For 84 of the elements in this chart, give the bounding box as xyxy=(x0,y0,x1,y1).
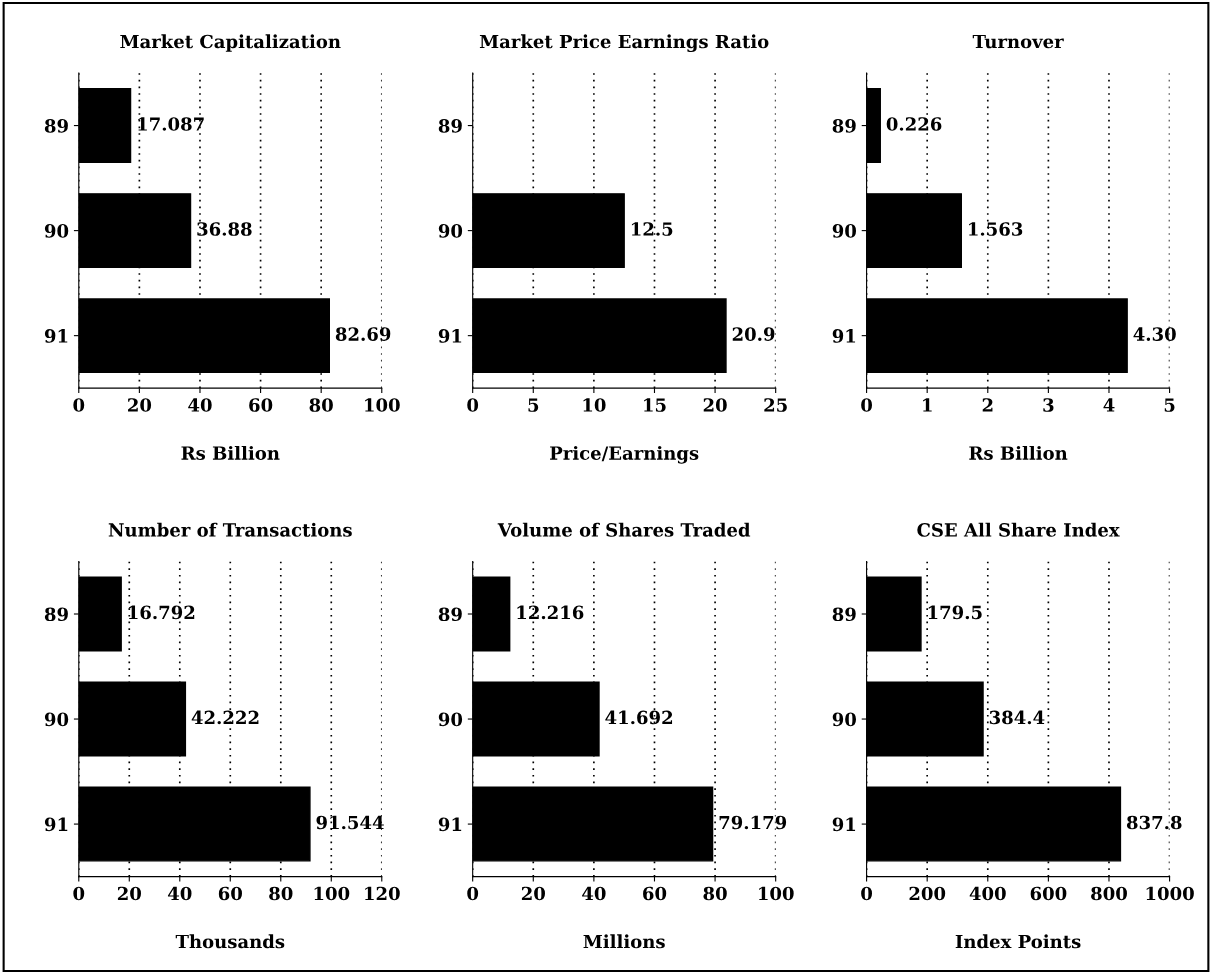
chart-title: Number of Transactions xyxy=(108,522,352,537)
x-tick-label: 80 xyxy=(269,886,293,901)
y-tick-label: 90 xyxy=(438,712,463,727)
x-tick-label: 800 xyxy=(1091,886,1127,901)
x-tick-label: 80 xyxy=(309,398,333,412)
x-tick-label: 40 xyxy=(188,398,212,412)
chart-title: CSE All Share Index xyxy=(917,522,1120,537)
x-tick-label: 600 xyxy=(1030,886,1067,901)
x-tick-label: 40 xyxy=(582,886,606,901)
y-tick-label: 90 xyxy=(44,712,69,727)
chart-title: Turnover xyxy=(972,34,1064,49)
x-tick-label: 100 xyxy=(759,886,794,901)
data-label: 42.222 xyxy=(191,710,259,725)
y-tick-label: 91 xyxy=(438,329,462,343)
data-label: 179.5 xyxy=(928,605,982,620)
x-tick-label: 1 xyxy=(923,398,932,412)
y-tick-label: 90 xyxy=(44,224,69,238)
y-tick-label: 91 xyxy=(44,329,68,343)
x-axis-title: Index Points xyxy=(955,934,1081,949)
x-tick-label: 1000 xyxy=(1146,886,1194,901)
x-tick-label: 60 xyxy=(643,886,667,901)
x-axis-title: Rs Billion xyxy=(969,445,1068,460)
x-tick-label: 100 xyxy=(314,886,350,901)
x-tick-label: 0 xyxy=(467,886,479,901)
chart-title: Market Capitalization xyxy=(120,34,341,52)
x-tick-label: 120 xyxy=(365,886,400,901)
x-axis-title: Millions xyxy=(583,934,665,949)
data-label: 20.9 xyxy=(732,327,775,341)
x-tick-label: 60 xyxy=(218,886,242,901)
x-tick-label: 0 xyxy=(861,886,873,901)
data-label: 91.544 xyxy=(316,815,384,830)
data-label: 12.216 xyxy=(517,605,584,620)
x-tick-label: 60 xyxy=(249,398,273,412)
x-tick-label: 10 xyxy=(583,398,606,412)
x-axis-title: Thousands xyxy=(175,934,285,949)
data-label: 12.5 xyxy=(631,222,673,236)
y-tick-label: 91 xyxy=(44,817,68,832)
x-axis-title: Price/Earnings xyxy=(550,445,699,464)
x-tick-label: 80 xyxy=(703,886,727,901)
x-tick-label: 200 xyxy=(909,886,946,901)
data-label: 384.4 xyxy=(989,710,1045,725)
x-tick-label: 0 xyxy=(861,398,873,412)
x-tick-label: 20 xyxy=(703,398,727,412)
x-tick-label: 0 xyxy=(73,886,85,901)
x-tick-label: 15 xyxy=(644,398,666,412)
y-tick-label: 89 xyxy=(438,119,462,133)
y-tick-label: 90 xyxy=(438,224,463,238)
x-tick-label: 0 xyxy=(73,398,85,412)
x-tick-label: 2 xyxy=(982,398,993,412)
x-tick-label: 100 xyxy=(365,398,400,412)
data-label: 36.88 xyxy=(197,222,252,236)
y-tick-label: 89 xyxy=(832,119,856,133)
data-label: 16.792 xyxy=(128,605,195,620)
x-tick-label: 20 xyxy=(128,398,152,412)
data-label: 82.69 xyxy=(335,327,391,341)
y-tick-label: 90 xyxy=(832,224,857,238)
chart-title: Volume of Shares Traded xyxy=(497,522,751,537)
x-tick-label: 400 xyxy=(969,886,1006,901)
x-tick-label: 5 xyxy=(1164,398,1175,412)
x-tick-label: 20 xyxy=(521,886,545,901)
x-tick-label: 5 xyxy=(528,398,539,412)
x-axis-title: Rs Billion xyxy=(181,445,280,460)
data-label: 837.8 xyxy=(1126,815,1182,830)
data-label: 1.563 xyxy=(969,222,1023,236)
y-tick-label: 91 xyxy=(832,329,856,343)
data-label: 17.087 xyxy=(138,117,204,131)
y-tick-label: 89 xyxy=(438,607,462,622)
data-label: 79.179 xyxy=(719,815,787,830)
y-tick-label: 89 xyxy=(44,607,68,622)
x-tick-label: 0 xyxy=(467,398,479,412)
y-tick-label: 90 xyxy=(832,712,857,727)
data-label: 0.226 xyxy=(886,117,942,131)
x-tick-label: 3 xyxy=(1043,398,1054,412)
y-tick-label: 89 xyxy=(832,607,856,622)
y-tick-label: 89 xyxy=(44,119,68,133)
y-tick-label: 91 xyxy=(438,817,462,832)
x-tick-label: 4 xyxy=(1103,398,1115,412)
chart-title: Market Price Earnings Ratio xyxy=(479,34,769,53)
x-tick-label: 20 xyxy=(117,886,141,901)
y-tick-label: 91 xyxy=(832,817,856,832)
x-tick-label: 40 xyxy=(167,886,192,901)
data-label: 4.30 xyxy=(1133,327,1176,341)
data-label: 41.692 xyxy=(605,710,673,725)
x-tick-label: 25 xyxy=(764,398,787,412)
